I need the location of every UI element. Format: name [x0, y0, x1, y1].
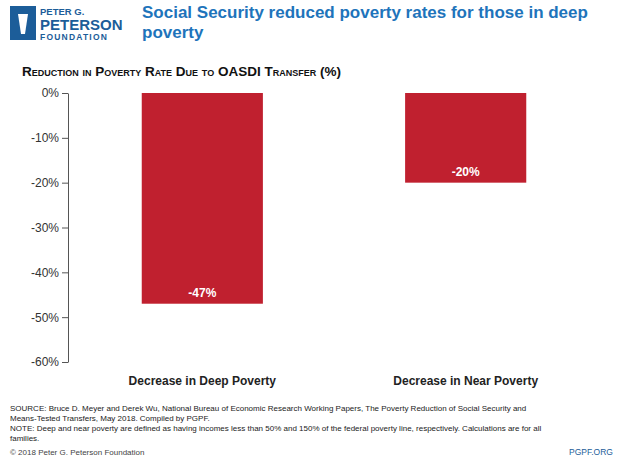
y-tick: -20%	[31, 176, 68, 190]
data-label: -20%	[452, 165, 480, 179]
y-tick-mark	[62, 183, 68, 184]
logo: PETER G.PETERSONFOUNDATION	[10, 6, 123, 42]
y-axis: 0% -10% -20% -30% -40% -50% -60%	[31, 86, 69, 369]
data-labels: -47% -20%	[188, 165, 480, 300]
x-tick-label: Decrease in Deep Poverty	[129, 374, 277, 388]
logo-icon	[10, 6, 36, 40]
y-tick: -50%	[31, 311, 68, 325]
y-tick-mark	[62, 93, 68, 94]
y-tick-mark	[62, 362, 68, 363]
y-tick: 0%	[42, 86, 68, 100]
y-tick-label: -30%	[31, 221, 59, 235]
y-tick-mark	[62, 272, 68, 273]
y-tick-label: 0%	[42, 86, 60, 100]
y-tick-mark	[62, 317, 68, 318]
data-label: -47%	[188, 286, 216, 300]
y-tick-label: -40%	[31, 266, 59, 280]
source: Means-Tested Transfers, May 2018. Compil…	[10, 414, 210, 423]
website: PGPF.ORG	[569, 447, 613, 457]
y-tick: -30%	[31, 221, 68, 235]
x-axis: Decrease in Deep Poverty Decrease in Near…	[129, 374, 539, 388]
copyright: © 2018 Peter G. Peterson Foundation	[10, 448, 144, 457]
bars	[142, 93, 527, 304]
x-tick-label: Decrease in Near Poverty	[393, 374, 538, 388]
chart: PETER G.PETERSONFOUNDATION Social Securit…	[0, 0, 623, 460]
bar	[405, 93, 526, 183]
note: families.	[10, 434, 39, 443]
y-tick-mark	[62, 138, 68, 139]
y-tick-mark	[62, 228, 68, 229]
y-tick: -10%	[31, 131, 68, 145]
bar	[142, 93, 263, 304]
y-tick: -60%	[31, 355, 68, 369]
y-tick-label: -60%	[31, 355, 59, 369]
logo-text: PETERSON	[40, 16, 123, 33]
y-tick-label: -20%	[31, 176, 59, 190]
source: SOURCE: Bruce D. Meyer and Derek Wu, Nat…	[10, 404, 526, 413]
y-axis-line	[68, 94, 69, 363]
y-tick-label: -50%	[31, 311, 59, 325]
title: Social Security reduced poverty rates fo…	[142, 3, 588, 42]
footer: SOURCE: Bruce D. Meyer and Derek Wu, Nat…	[10, 404, 613, 457]
x-tick: Decrease in Deep Poverty	[129, 374, 277, 388]
y-axis-title: Reduction in Poverty Rate Due to OASDI T…	[22, 64, 341, 79]
logo-torch	[18, 14, 28, 34]
note: NOTE: Deep and near poverty are defined …	[10, 424, 541, 433]
x-tick: Decrease in Near Poverty	[393, 374, 538, 388]
logo-text: FOUNDATION	[40, 32, 108, 42]
y-tick: -40%	[31, 266, 68, 280]
y-tick-label: -10%	[31, 131, 59, 145]
